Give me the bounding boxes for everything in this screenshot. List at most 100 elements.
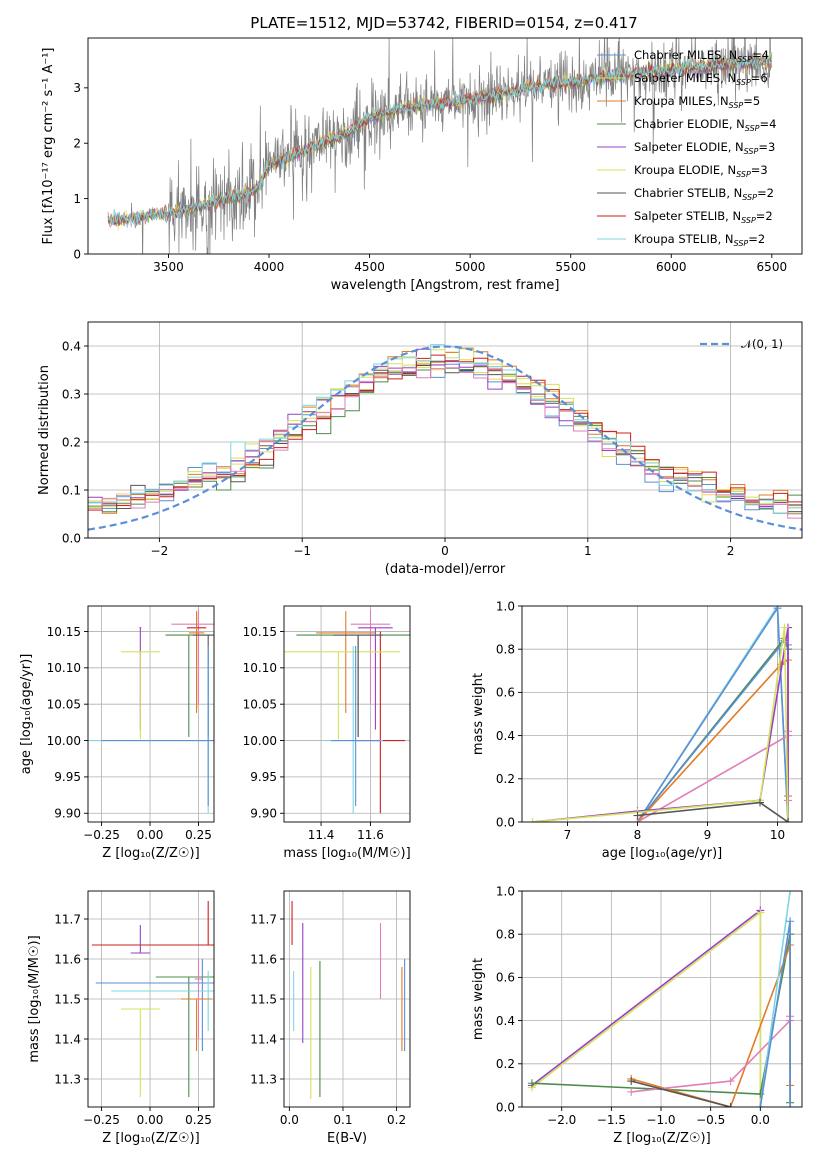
y-tick-label: 11.3	[250, 1072, 277, 1086]
x-tick-label: 2	[727, 544, 735, 558]
legend-label-tail: =5	[743, 94, 760, 108]
plot-area	[284, 609, 410, 814]
errorbar-point	[155, 976, 214, 1097]
legend-label: Chabrier STELIB, NSSP=2	[634, 186, 774, 202]
y-tick-label: 11.5	[54, 992, 81, 1006]
spectrum-legend: Chabrier MILES, NSSP=4 Salpeter MILES, N S…	[597, 48, 776, 248]
y-tick-label: 0.2	[496, 772, 515, 786]
x-tick-label: −1	[293, 544, 311, 558]
x-tick-label: 0.2	[387, 1113, 406, 1127]
weight-line	[636, 606, 789, 822]
legend-label-sub: SSP	[744, 147, 759, 156]
errorbar-point	[120, 651, 160, 740]
spectrum-data	[107, 38, 773, 254]
y-tick-label: 1	[73, 192, 81, 206]
legend-label-main: Chabrier ELODIE, N	[634, 117, 745, 131]
y-axis-label: mass [log₁₀(M/M☉)]	[27, 935, 42, 1062]
axes-overlay: −0.25 0.00 0.25 9.90 9.95 10.00 10.05 10.10 10.1…	[19, 605, 215, 861]
weight-marker	[780, 623, 789, 632]
axes-frame	[87, 890, 215, 1108]
normal-curve	[88, 345, 802, 531]
plot-area	[88, 344, 802, 531]
panel-age_vs_mass: 11.4 11.6 9.90 9.95 10.00 10.05 10.10 10.15 mass…	[243, 605, 411, 861]
weight-line	[637, 731, 789, 822]
y-tick-label: 10.00	[243, 734, 277, 748]
weight-line	[636, 606, 789, 822]
weight-marker	[784, 818, 792, 822]
y-tick-label: 0.0	[62, 531, 81, 545]
weight-marker	[726, 1077, 735, 1086]
x-tick-label: −1.0	[646, 1113, 675, 1127]
y-tick-label: 0.4	[62, 339, 81, 353]
axes-overlay: 11.4 11.6 9.90 9.95 10.00 10.05 10.10 10.15 mass…	[243, 605, 411, 861]
weight-marker	[528, 818, 537, 822]
legend-label-main: Kroupa MILES, N	[634, 94, 729, 108]
axes-frame	[521, 890, 803, 1108]
axes-frame	[87, 321, 803, 539]
axes-overlay: −2 −1 0 1 2 0.0 0.1 0.2 0.3 0.4 (data-model)/error…	[37, 321, 803, 577]
errorbar-point	[350, 609, 391, 705]
axes-overlay: 3500 4000 4500 5000 5500 6000 6500 0 1 2 3 waveleng…	[41, 37, 803, 293]
x-tick-label: 10	[770, 828, 785, 842]
axes-overlay: 7 8 9 10 0.0 0.2 0.4 0.6 0.8 1.0 age [log₁₀(age/yr…	[471, 599, 803, 861]
y-tick-label: 0.8	[496, 643, 515, 657]
y-tick-label: 11.6	[54, 952, 81, 966]
axes-frame	[87, 605, 215, 823]
y-tick-label: 0.0	[496, 815, 515, 829]
y-tick-label: 0.6	[496, 971, 515, 985]
grid-lines	[284, 891, 410, 1107]
x-tick-label: 5000	[455, 260, 486, 274]
plot-area	[88, 609, 214, 814]
x-tick-label: 11.4	[308, 828, 335, 842]
weight-marker	[786, 917, 795, 926]
weight-marker	[627, 1087, 636, 1096]
axes-frame	[283, 890, 411, 1108]
panel-spectrum: 3500 4000 4500 5000 5500 6000 6500 0 1 2 3 waveleng…	[41, 37, 803, 293]
x-axis-label: Z [log₁₀(Z/Z☉)]	[613, 1131, 710, 1146]
legend-label-tail: =3	[751, 163, 768, 177]
legend-label: 𝒩(0, 1)	[741, 337, 783, 351]
weight-line	[636, 658, 789, 822]
y-tick-label: 2	[73, 137, 81, 151]
histogram-step	[88, 367, 802, 519]
y-tick-label: 10.10	[47, 661, 81, 675]
x-tick-label: 0.00	[137, 1113, 164, 1127]
x-tick-label: 6500	[757, 260, 788, 274]
y-tick-label: 11.5	[250, 992, 277, 1006]
y-tick-label: 10.15	[47, 625, 81, 639]
y-tick-label: 10.05	[243, 697, 277, 711]
y-tick-label: 9.90	[54, 807, 81, 821]
y-tick-label: 3	[73, 81, 81, 95]
legend-label: Chabrier MILES, NSSP=4	[634, 48, 769, 64]
x-tick-label: 0	[441, 544, 449, 558]
y-tick-label: 0.4	[496, 729, 515, 743]
legend-label-main: Salpeter MILES, N	[634, 71, 736, 85]
y-axis-label: Flux [fλ10⁻¹⁷ erg cm⁻² s⁻¹ A⁻¹]	[41, 48, 56, 245]
weight-line	[636, 639, 789, 822]
legend-label-main: Kroupa STELIB, N	[634, 232, 734, 246]
weight-marker	[756, 1103, 765, 1107]
y-tick-label: 9.95	[54, 770, 81, 784]
errorbar-point	[181, 998, 213, 1051]
errorbar-point	[358, 627, 393, 730]
weight-marker	[786, 1103, 795, 1107]
x-axis-label: mass [log₁₀(M/M☉)]	[283, 846, 410, 861]
weight-marker	[786, 891, 795, 895]
y-tick-label: 0.8	[496, 928, 515, 942]
panel-mass_vs_Z: −0.25 0.00 0.25 11.3 11.4 11.5 11.6 11.7 Z [log₁…	[27, 890, 215, 1146]
y-tick-label: 1.0	[496, 599, 515, 613]
weight-line	[630, 1080, 731, 1107]
plot-area	[528, 606, 792, 822]
y-axis-label: mass weight	[471, 673, 486, 755]
x-tick-label: −1.5	[597, 1113, 626, 1127]
x-tick-label: 3500	[153, 260, 184, 274]
x-axis-label: Z [log₁₀(Z/Z☉)]	[102, 846, 199, 861]
errorbar-point	[284, 651, 401, 740]
legend-label-tail: =3	[758, 140, 775, 154]
legend-label-main: Chabrier STELIB, N	[634, 186, 742, 200]
axes-overlay: −2.0 −1.5 −1.0 −0.5 0.0 0.0 0.2 0.4 0.6 0.8 1.0 Z […	[471, 884, 803, 1146]
y-tick-label: 11.7	[54, 912, 81, 926]
errorbar-point	[316, 611, 376, 713]
legend-label: Kroupa STELIB, NSSP=2	[634, 232, 765, 248]
